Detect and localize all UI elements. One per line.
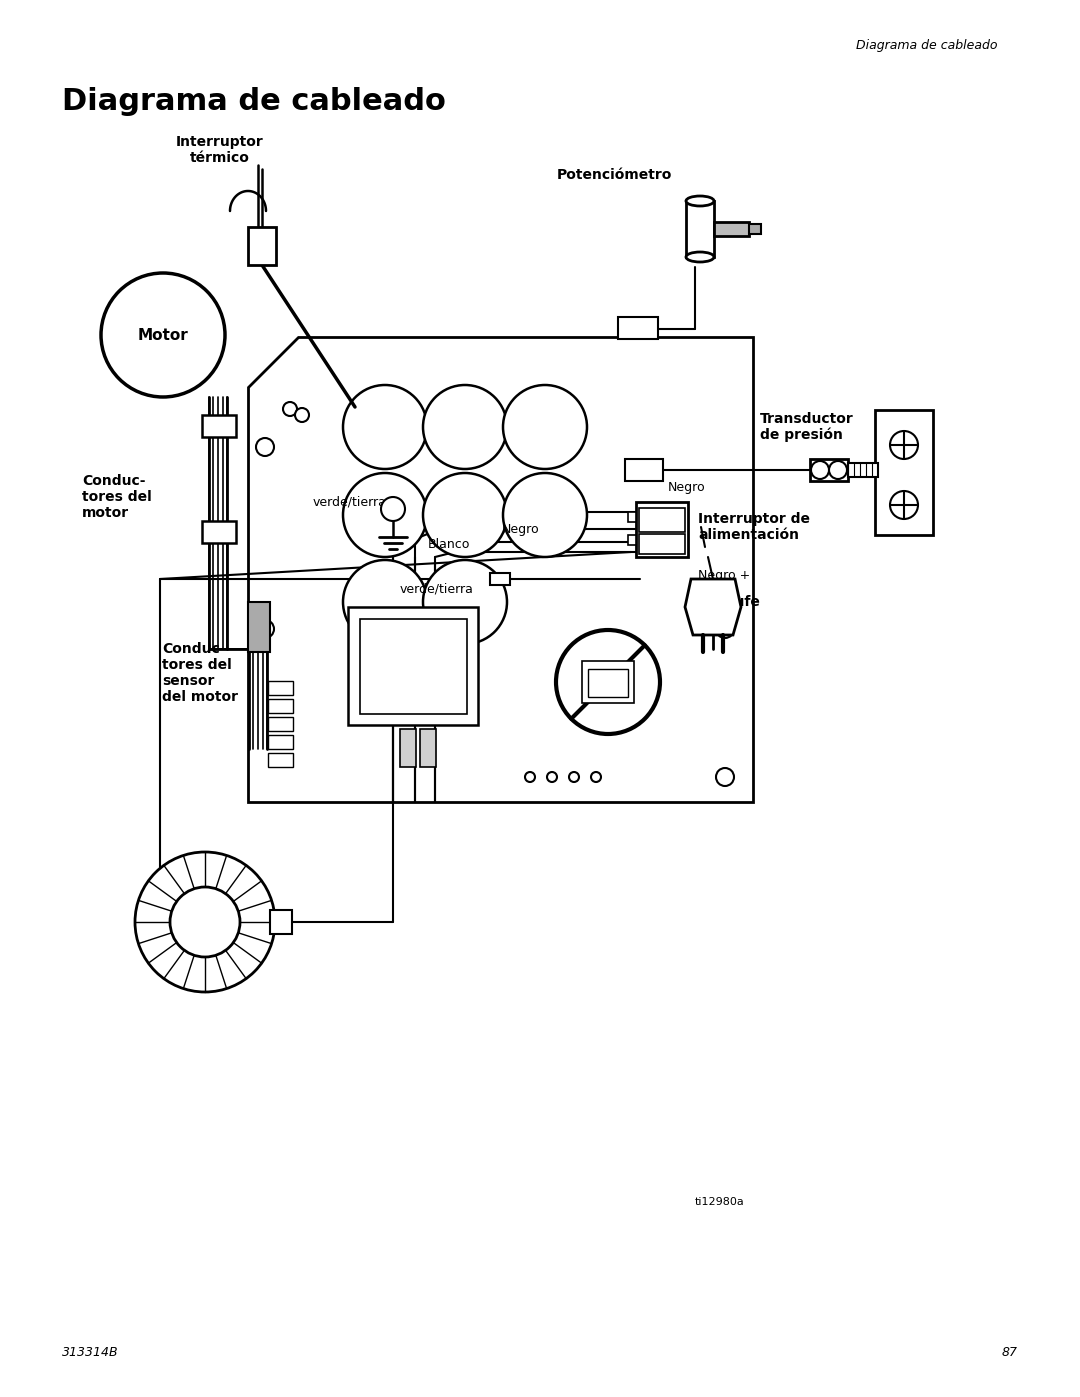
Bar — [270, 909, 292, 935]
Bar — [588, 669, 627, 697]
Ellipse shape — [686, 251, 714, 263]
Text: 313314B: 313314B — [62, 1345, 119, 1358]
Bar — [268, 680, 293, 694]
Circle shape — [556, 630, 660, 733]
Text: Interruptor
térmico: Interruptor térmico — [176, 134, 264, 165]
Bar — [400, 729, 416, 767]
Circle shape — [716, 620, 734, 638]
Bar — [627, 511, 636, 522]
Circle shape — [525, 773, 535, 782]
Text: verde/tierra: verde/tierra — [400, 583, 474, 595]
Text: Transductor
de presión: Transductor de presión — [760, 412, 854, 443]
Text: ti12980a: ti12980a — [696, 1197, 745, 1207]
Circle shape — [135, 852, 275, 992]
Bar — [248, 602, 270, 652]
Circle shape — [423, 560, 507, 644]
Bar — [636, 502, 688, 557]
Text: Conduc-
tores del
sensor
del motor: Conduc- tores del sensor del motor — [162, 641, 238, 704]
Text: Negro: Negro — [669, 481, 705, 493]
Circle shape — [829, 461, 847, 479]
Circle shape — [503, 474, 588, 557]
Polygon shape — [248, 337, 753, 802]
Text: Diagrama de cableado: Diagrama de cableado — [856, 39, 998, 52]
Circle shape — [811, 461, 829, 479]
Bar — [582, 661, 634, 703]
Circle shape — [283, 402, 297, 416]
Bar — [420, 729, 436, 767]
Circle shape — [423, 386, 507, 469]
Circle shape — [423, 474, 507, 557]
Bar — [248, 226, 276, 265]
Bar — [348, 608, 478, 725]
Circle shape — [256, 439, 274, 455]
Text: Negro: Negro — [502, 522, 540, 535]
Circle shape — [381, 497, 405, 521]
Text: Motor: Motor — [137, 327, 188, 342]
Text: Potenciómetro: Potenciómetro — [557, 168, 673, 182]
Text: Diagrama de cableado: Diagrama de cableado — [62, 88, 446, 116]
Circle shape — [716, 768, 734, 787]
Bar — [639, 534, 685, 555]
Bar — [810, 460, 848, 481]
Bar — [714, 222, 750, 236]
Text: verde/tierra: verde/tierra — [313, 496, 387, 509]
Bar — [627, 535, 636, 545]
Bar — [268, 753, 293, 767]
Bar — [750, 224, 761, 235]
Ellipse shape — [686, 196, 714, 205]
Circle shape — [343, 474, 427, 557]
Bar — [625, 460, 663, 481]
Polygon shape — [685, 578, 741, 636]
Circle shape — [890, 490, 918, 520]
Circle shape — [343, 386, 427, 469]
Bar — [268, 717, 293, 731]
Circle shape — [256, 620, 274, 638]
Circle shape — [102, 272, 225, 397]
Bar — [268, 698, 293, 712]
Bar — [490, 573, 510, 585]
Bar — [848, 462, 878, 476]
Bar — [268, 735, 293, 749]
Text: Enchufe: Enchufe — [698, 595, 761, 609]
Circle shape — [343, 560, 427, 644]
Text: Interruptor de
alimentación: Interruptor de alimentación — [698, 511, 810, 542]
Circle shape — [890, 432, 918, 460]
Bar — [686, 201, 714, 257]
Text: 87: 87 — [1002, 1345, 1018, 1358]
Circle shape — [170, 887, 240, 957]
Bar — [202, 521, 237, 543]
Text: Blanco: Blanco — [428, 538, 471, 550]
Circle shape — [569, 773, 579, 782]
Bar — [618, 317, 658, 339]
Circle shape — [591, 773, 600, 782]
Text: Conduc-
tores del
motor: Conduc- tores del motor — [82, 474, 152, 520]
Bar — [639, 509, 685, 532]
Circle shape — [546, 773, 557, 782]
Text: Negro +: Negro + — [698, 569, 751, 581]
Bar — [875, 409, 933, 535]
Circle shape — [295, 408, 309, 422]
Bar — [202, 415, 237, 437]
Circle shape — [503, 386, 588, 469]
Bar — [360, 619, 467, 714]
